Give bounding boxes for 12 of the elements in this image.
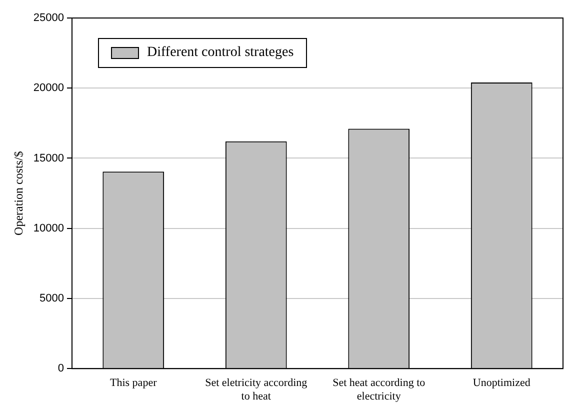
legend-label: Different control strateges [147,45,294,61]
y-tick-label: 5000 [40,292,64,305]
y-tick-label: 25000 [33,12,64,24]
y-tick-label: 0 [58,362,64,375]
y-tick-label: 20000 [33,82,64,94]
y-tick-label: 15000 [33,152,64,164]
x-tick-label: Set heat according to electricity [332,377,426,402]
x-tick-label: This paper [110,377,158,390]
x-tick-label: Unoptimized [472,377,531,390]
x-tick-label: Set eletricity according to heat [205,377,308,402]
y-axis-title: Operation costs/$ [11,151,26,236]
y-tick-label: 10000 [33,222,64,234]
